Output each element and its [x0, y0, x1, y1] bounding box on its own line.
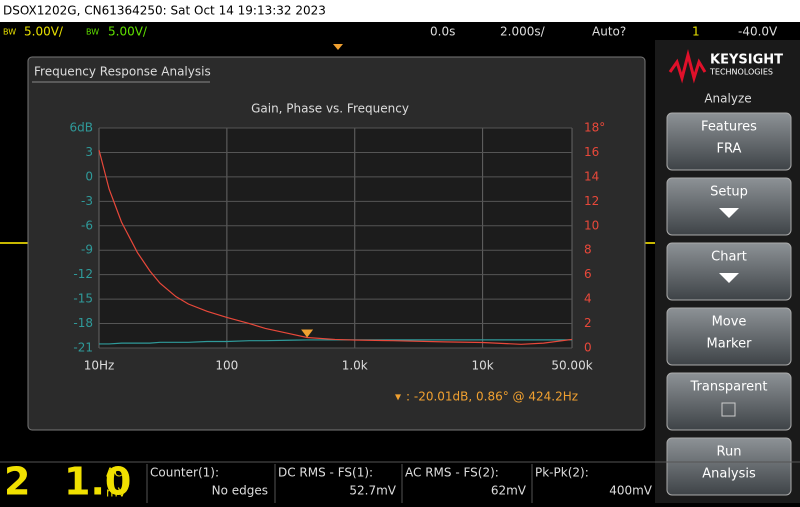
delay: 0.0s	[430, 25, 455, 39]
y-tick-label: -6	[81, 218, 93, 232]
trigger-marker	[333, 44, 343, 50]
timebase: 2.000s/	[500, 25, 546, 39]
y-tick-label: -21	[73, 341, 93, 355]
x-tick-label: 10Hz	[84, 359, 115, 373]
y2-tick-label: 2	[584, 316, 592, 330]
button-label: Chart	[711, 250, 747, 265]
button-label: Features	[701, 120, 757, 135]
measure-value: No edges	[212, 484, 268, 498]
arrow-icon	[719, 273, 739, 283]
y2-tick-label: 18°	[584, 121, 605, 135]
ch2-scale: 5.00V/	[108, 25, 148, 39]
button[interactable]	[666, 242, 792, 301]
y-tick-label: 0	[85, 169, 93, 183]
measure-label: DC RMS - FS(1):	[278, 466, 373, 480]
big-digit: 2	[4, 460, 30, 504]
button-sub: Analysis	[702, 467, 756, 482]
series-line	[98, 149, 573, 345]
plot-area	[99, 128, 572, 348]
brand-sub: TECHNOLOGIES	[709, 68, 773, 77]
brand: KEYSIGHT	[710, 53, 783, 68]
bw: BW	[86, 28, 99, 37]
ch1-scale: 5.00V/	[24, 25, 64, 39]
checkbox	[721, 402, 736, 417]
x-tick-label: 50.00k	[551, 359, 592, 373]
bw: BW	[3, 28, 16, 37]
button[interactable]	[666, 437, 792, 496]
button[interactable]	[666, 112, 792, 171]
button[interactable]	[666, 372, 792, 431]
y2-tick-label: 4	[584, 292, 592, 306]
x-tick-label: 1.0k	[342, 359, 368, 373]
button[interactable]	[666, 307, 792, 366]
x-tick-label: 10k	[472, 359, 494, 373]
button[interactable]	[666, 177, 792, 236]
measure-value: 400mV	[609, 484, 653, 498]
coupling: AC	[106, 466, 122, 480]
y-tick-label: 3	[85, 145, 93, 159]
chart-title: Gain, Phase vs. Frequency	[251, 102, 409, 116]
y-tick-label: 6dB	[70, 121, 93, 135]
unit: mV	[106, 486, 127, 500]
logo	[668, 49, 707, 84]
y-tick-label: -18	[73, 316, 93, 330]
x-tick-label: 100	[215, 359, 238, 373]
header-title: DSOX1202G, CN61364250: Sat Oct 14 19:13:…	[3, 4, 326, 18]
button-label: Run	[717, 445, 742, 460]
button-sub: FRA	[717, 142, 742, 157]
y2-tick-label: 10	[584, 218, 599, 232]
measure-label: AC RMS - FS(2):	[405, 466, 499, 480]
marker-icon: ▾	[395, 390, 401, 404]
annotation: : -20.01dB, 0.86° @ 424.2Hz	[406, 390, 578, 404]
trigger-level: -40.0V	[738, 25, 778, 39]
trigger-mode: Auto?	[592, 25, 626, 39]
series-line	[99, 339, 572, 345]
y-tick-label: -12	[73, 267, 93, 281]
measure-value: 62mV	[491, 484, 527, 498]
marker	[301, 329, 314, 338]
button-label: Transparent	[690, 380, 768, 395]
measure-label: Pk-Pk(2):	[535, 466, 589, 480]
y-tick-label: -15	[73, 292, 93, 306]
measure-label: Counter(1):	[150, 466, 219, 480]
trigger-source: 1	[692, 25, 700, 39]
button-sub: Marker	[707, 337, 753, 352]
big-value: 1.0	[64, 460, 131, 504]
y2-tick-label: 12	[584, 194, 599, 208]
y2-tick-label: 6	[584, 267, 592, 281]
header-bar	[0, 0, 800, 22]
y2-tick-label: 16	[584, 145, 599, 159]
y2-tick-label: 0	[584, 341, 592, 355]
y2-tick-label: 14	[584, 169, 599, 183]
arrow-icon	[719, 208, 739, 218]
y2-tick-label: 8	[584, 243, 592, 257]
menu-title: Analyze	[704, 92, 751, 106]
status-bar: BW 5.00V/ BW 5.00V/ 0.0s 2.000s/ Auto? 1…	[3, 25, 778, 39]
y-tick-label: -3	[81, 194, 93, 208]
button-label: Move	[712, 315, 747, 330]
panel-title: Frequency Response Analysis	[34, 65, 211, 79]
plot: 10Hz 100 1.0k 10k 50.00k-21-18-15-12-9-6-303…	[70, 121, 606, 373]
button-label: Setup	[710, 185, 748, 200]
y-tick-label: -9	[81, 243, 93, 257]
measure-value: 52.7mV	[349, 484, 396, 498]
